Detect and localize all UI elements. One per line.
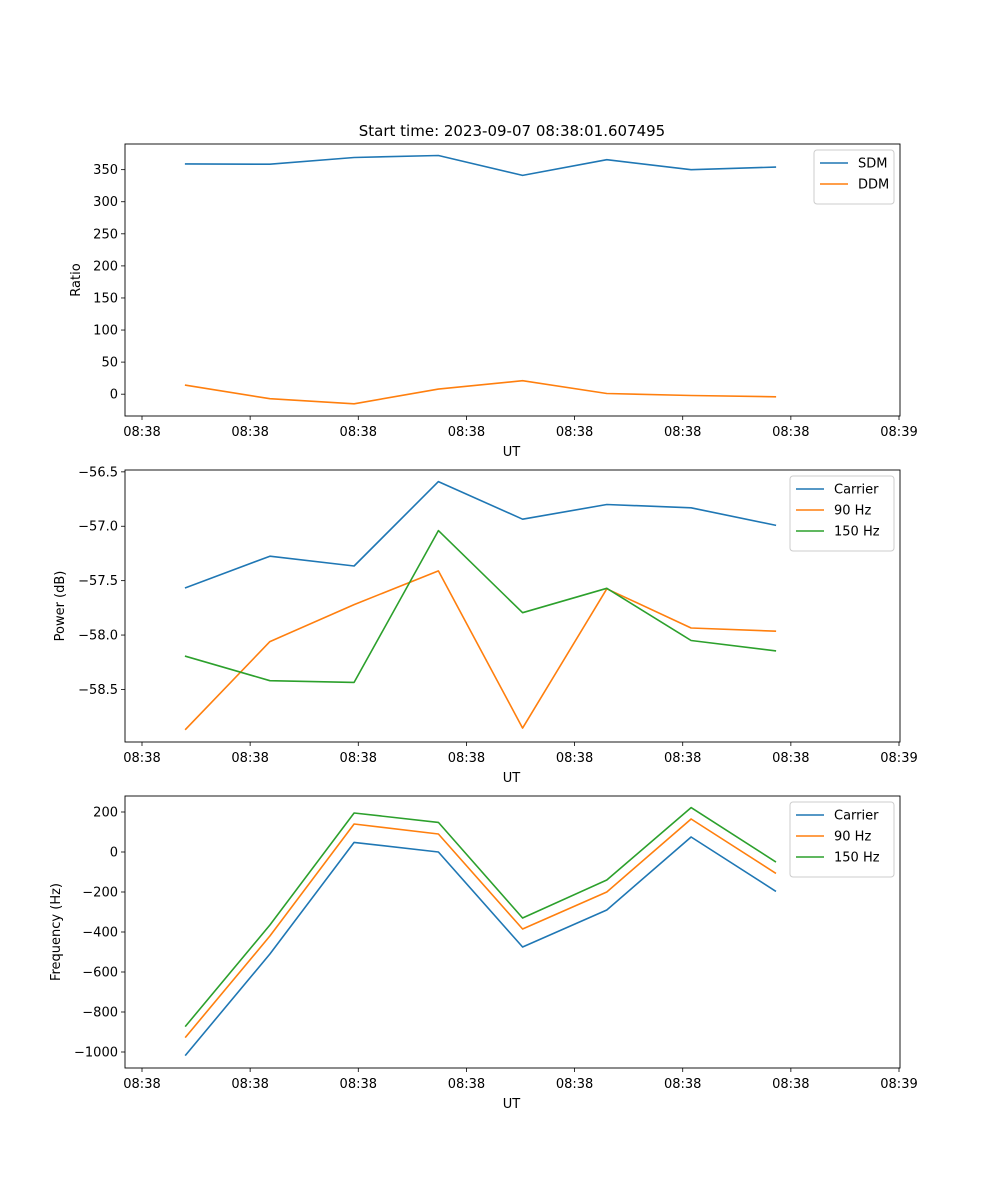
legend-label: DDM — [858, 178, 889, 193]
x-tick-label: 08:38 — [772, 425, 809, 440]
x-tick-label: 08:38 — [556, 425, 593, 440]
legend-label: 90 Hz — [834, 504, 871, 519]
legend-label: Carrier — [834, 809, 879, 824]
x-tick-label: 08:38 — [340, 751, 377, 766]
axes-frame — [124, 143, 901, 417]
x-tick-label: 08:38 — [664, 1077, 701, 1092]
legend-label: 90 Hz — [834, 830, 871, 845]
x-axis-label: UT — [503, 445, 521, 460]
series-line-90-hz — [184, 818, 777, 1039]
series-line-150-hz — [184, 806, 777, 1028]
x-axis-label: UT — [503, 771, 521, 786]
x-tick-label: 08:38 — [123, 425, 160, 440]
x-tick-label: 08:38 — [556, 751, 593, 766]
x-tick-label: 08:38 — [556, 1077, 593, 1092]
x-tick-label: 08:38 — [231, 1077, 268, 1092]
x-tick-label: 08:38 — [448, 425, 485, 440]
y-tick-label: 100 — [93, 324, 118, 339]
x-tick-label: 08:38 — [340, 425, 377, 440]
y-tick-label: 0 — [110, 388, 118, 403]
y-tick-label: −56.5 — [78, 465, 118, 480]
x-tick-label: 08:38 — [664, 425, 701, 440]
x-axis-label: UT — [503, 1097, 521, 1112]
series-line-150-hz — [184, 529, 777, 684]
axes-frame — [124, 795, 901, 1069]
series-line-ddm — [184, 379, 777, 405]
y-tick-label: 0 — [110, 846, 118, 861]
x-tick-label: 08:38 — [231, 425, 268, 440]
legend: Carrier 90 Hz 150 Hz — [789, 475, 895, 552]
y-tick-label: −1000 — [74, 1046, 118, 1061]
legend-label: 150 Hz — [834, 525, 880, 540]
y-tick-label: 300 — [93, 195, 118, 210]
y-tick-label: −800 — [82, 1006, 118, 1021]
y-tick-label: 150 — [93, 291, 118, 306]
x-tick-label: 08:38 — [772, 751, 809, 766]
legend-box — [789, 475, 895, 552]
legend-label: SDM — [858, 157, 887, 172]
y-tick-label: −57.5 — [78, 574, 118, 589]
x-tick-label: 08:38 — [231, 751, 268, 766]
y-tick-label: 350 — [93, 163, 118, 178]
x-tick-label: 08:39 — [880, 425, 917, 440]
chart-frequency: 08:38 08:38 08:38 08:38 08:38 08:38 08:38 08:39… — [49, 795, 918, 1112]
y-tick-label: −58.5 — [78, 683, 118, 698]
y-axis-label: Ratio — [69, 263, 84, 296]
y-tick-label: −57.0 — [78, 520, 118, 535]
y-tick-label: −400 — [82, 926, 118, 941]
y-tick-label: −200 — [82, 886, 118, 901]
x-tick-label: 08:38 — [664, 751, 701, 766]
series-line-sdm — [184, 154, 777, 177]
charts-container: 08:38 08:38 08:38 08:38 08:38 08:38 08:38 08:39… — [49, 143, 918, 1112]
x-tick-label: 08:38 — [123, 751, 160, 766]
legend-box — [789, 801, 895, 878]
y-axis-label: Power (dB) — [53, 571, 68, 642]
x-tick-label: 08:38 — [340, 1077, 377, 1092]
legend-label: 150 Hz — [834, 851, 880, 866]
figure-title: Start time: 2023-09-07 08:38:01.607495 — [359, 122, 665, 140]
chart-power: 08:38 08:38 08:38 08:38 08:38 08:38 08:38 08:39… — [53, 465, 918, 786]
series-line-90-hz — [184, 570, 777, 731]
legend: Carrier 90 Hz 150 Hz — [789, 801, 895, 878]
series-line-carrier — [184, 836, 777, 1057]
x-tick-label: 08:38 — [448, 751, 485, 766]
axes-frame — [124, 469, 901, 743]
y-tick-label: −58.0 — [78, 629, 118, 644]
legend: SDM DDM — [813, 149, 895, 205]
chart-ratio: 08:38 08:38 08:38 08:38 08:38 08:38 08:38 08:39… — [69, 143, 918, 460]
y-tick-label: 200 — [93, 259, 118, 274]
x-tick-label: 08:38 — [123, 1077, 160, 1092]
x-tick-label: 08:38 — [448, 1077, 485, 1092]
y-tick-label: 50 — [101, 356, 118, 371]
y-tick-label: −600 — [82, 966, 118, 981]
legend-label: Carrier — [834, 483, 879, 498]
x-tick-label: 08:38 — [772, 1077, 809, 1092]
series-line-carrier — [184, 480, 777, 589]
y-tick-label: 200 — [93, 806, 118, 821]
y-axis-label: Frequency (Hz) — [49, 883, 64, 981]
x-tick-label: 08:39 — [880, 751, 917, 766]
x-tick-label: 08:39 — [880, 1077, 917, 1092]
y-tick-label: 250 — [93, 227, 118, 242]
